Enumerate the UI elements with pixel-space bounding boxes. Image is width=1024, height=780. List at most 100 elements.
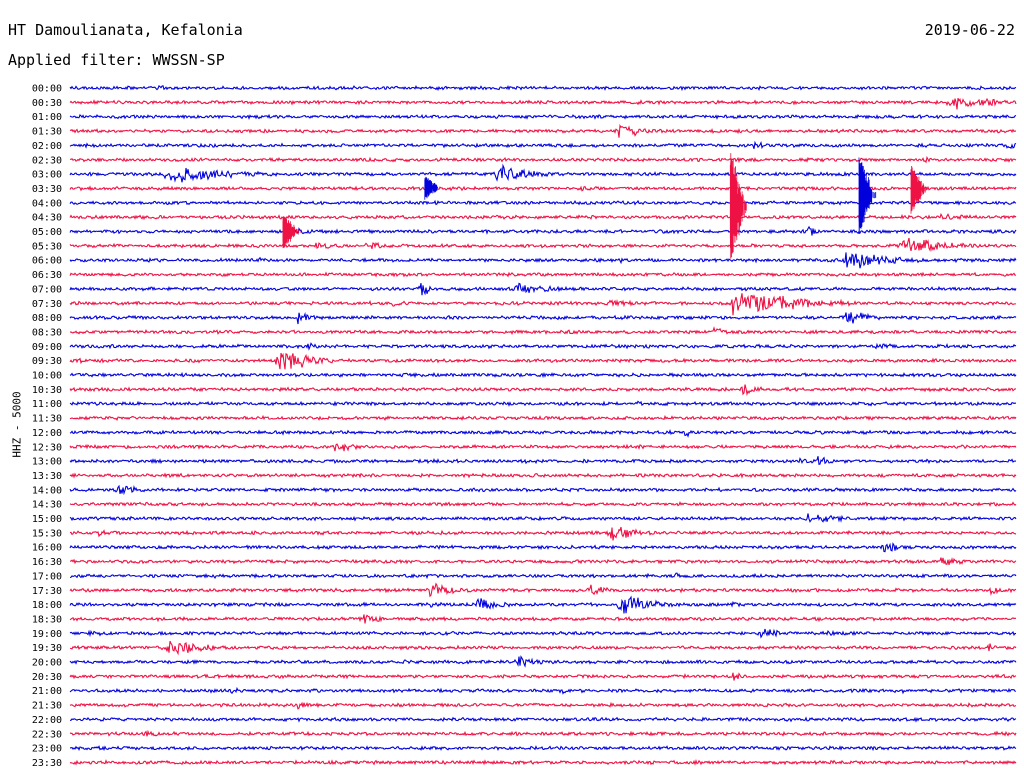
time-tick-label: 21:00 xyxy=(32,686,62,697)
time-tick-label: 08:30 xyxy=(32,327,62,338)
trace-line xyxy=(69,729,1017,737)
time-tick-label: 02:00 xyxy=(32,141,62,152)
time-tick-label: 13:00 xyxy=(32,457,62,468)
time-tick-label: 23:00 xyxy=(32,744,62,755)
trace-line xyxy=(69,628,1017,639)
time-tick-label: 12:00 xyxy=(32,428,62,439)
trace-line xyxy=(69,582,1017,598)
trace-line xyxy=(69,271,1017,278)
trace-line xyxy=(69,745,1017,752)
trace-line xyxy=(69,163,1017,183)
large-event-burst xyxy=(729,153,747,259)
time-tick-label: 13:30 xyxy=(32,471,62,482)
time-tick-label: 23:30 xyxy=(32,758,62,769)
trace-line xyxy=(69,526,1017,541)
time-tick-label: 06:00 xyxy=(32,256,62,267)
trace-line xyxy=(69,326,1017,336)
time-tick-label: 22:00 xyxy=(32,715,62,726)
time-tick-label: 21:30 xyxy=(32,701,62,712)
trace-line xyxy=(69,557,1017,566)
time-tick-label: 01:00 xyxy=(32,112,62,123)
trace-line xyxy=(69,501,1017,508)
time-tick-label: 05:00 xyxy=(32,227,62,238)
trace-line xyxy=(69,237,1017,252)
time-tick-label: 18:30 xyxy=(32,614,62,625)
trace-line xyxy=(69,614,1017,624)
trace-line xyxy=(69,252,1017,269)
trace-line xyxy=(69,352,1017,370)
time-tick-label: 15:00 xyxy=(32,514,62,525)
time-tick-label: 22:30 xyxy=(32,729,62,740)
time-tick-label: 08:00 xyxy=(32,313,62,324)
trace-line xyxy=(69,759,1017,766)
trace-line xyxy=(69,212,1017,221)
time-tick-label: 11:00 xyxy=(32,399,62,410)
time-tick-label: 07:00 xyxy=(32,284,62,295)
large-event-burst xyxy=(424,176,438,200)
trace-line xyxy=(69,655,1017,668)
time-tick-label: 18:00 xyxy=(32,600,62,611)
trace-line xyxy=(69,513,1017,523)
trace-line xyxy=(69,484,1017,496)
large-event-burst xyxy=(910,166,927,214)
trace-line xyxy=(69,443,1017,452)
trace-line xyxy=(69,342,1017,351)
trace-line xyxy=(69,311,1017,325)
time-tick-label: 17:00 xyxy=(32,571,62,582)
time-tick-label: 15:30 xyxy=(32,528,62,539)
trace-line xyxy=(69,701,1017,710)
trace-line xyxy=(69,199,1017,206)
trace-line xyxy=(69,140,1017,150)
trace-line xyxy=(69,97,1017,110)
time-tick-label: 16:00 xyxy=(32,543,62,554)
time-tick-label: 10:30 xyxy=(32,385,62,396)
trace-line xyxy=(69,414,1017,422)
date-label: 2019-06-22 xyxy=(924,21,1015,39)
time-tick-label: 19:30 xyxy=(32,643,62,654)
time-tick-label: 00:00 xyxy=(32,84,62,95)
large-event-burst xyxy=(282,216,301,249)
trace-line xyxy=(69,113,1017,120)
time-tick-label: 07:30 xyxy=(32,299,62,310)
large-event-burst xyxy=(858,157,877,234)
time-tick-label: 10:00 xyxy=(32,371,62,382)
time-tick-label: 19:00 xyxy=(32,629,62,640)
trace-line xyxy=(69,185,1017,192)
time-tick-label: 03:30 xyxy=(32,184,62,195)
time-tick-label: 04:00 xyxy=(32,198,62,209)
time-tick-label: 20:00 xyxy=(32,658,62,669)
trace-line xyxy=(69,85,1017,92)
trace-line xyxy=(69,155,1017,164)
trace-line xyxy=(69,716,1017,723)
time-tick-label: 09:30 xyxy=(32,356,62,367)
trace-line xyxy=(69,282,1017,296)
trace-line xyxy=(69,595,1017,614)
trace-line xyxy=(69,686,1017,695)
time-tick-label: 11:30 xyxy=(32,414,62,425)
time-tick-label: 14:00 xyxy=(32,485,62,496)
time-tick-label: 00:30 xyxy=(32,98,62,109)
time-tick-label: 06:30 xyxy=(32,270,62,281)
time-tick-label: 12:30 xyxy=(32,442,62,453)
trace-line xyxy=(69,384,1017,397)
time-tick-label: 17:30 xyxy=(32,586,62,597)
time-tick-label: 04:30 xyxy=(32,213,62,224)
time-tick-label: 03:00 xyxy=(32,170,62,181)
time-tick-label: 01:30 xyxy=(32,127,62,138)
trace-line xyxy=(69,400,1017,407)
trace-line xyxy=(69,572,1017,580)
time-tick-label: 02:30 xyxy=(32,155,62,166)
trace-line xyxy=(69,225,1017,236)
time-tick-label: 09:00 xyxy=(32,342,62,353)
trace-line xyxy=(69,542,1017,553)
trace-line xyxy=(69,456,1017,465)
trace-line xyxy=(69,123,1017,138)
time-tick-label: 20:30 xyxy=(32,672,62,683)
trace-line xyxy=(69,428,1017,438)
filter-label: Applied filter: WWSSN-SP xyxy=(8,51,225,69)
trace-line xyxy=(69,293,1017,316)
trace-line xyxy=(69,640,1017,656)
trace-line xyxy=(69,371,1017,379)
trace-line xyxy=(69,472,1017,479)
